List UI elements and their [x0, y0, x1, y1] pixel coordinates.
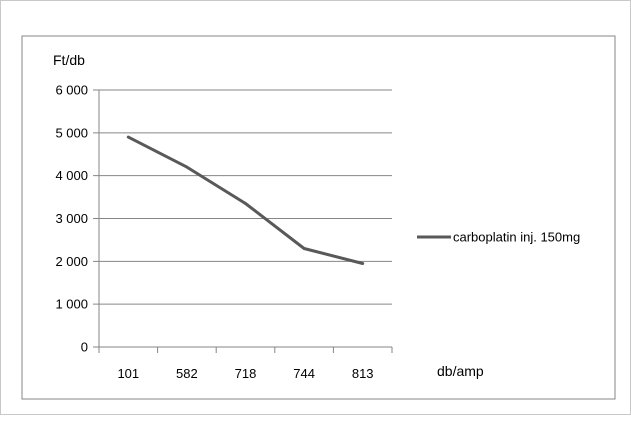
y-tick-label: 6 000	[55, 83, 88, 98]
y-tick-label: 5 000	[55, 125, 88, 140]
legend-label: carboplatin inj. 150mg	[453, 230, 580, 245]
chart-area-border	[21, 35, 616, 400]
y-tick-labels: 0 1 000 2 000 3 000 4 000 5 000 6 000	[55, 83, 88, 355]
x-tick-label: 582	[176, 366, 198, 381]
legend: carboplatin inj. 150mg	[417, 230, 580, 245]
gridlines	[93, 89, 393, 353]
series-line	[126, 135, 365, 265]
y-tick-label: 3 000	[55, 211, 88, 226]
y-tick-label: 2 000	[55, 254, 88, 269]
y-tick-label: 0	[81, 340, 88, 355]
x-tick-labels: 101 582 718 744 813	[117, 366, 373, 381]
x-axis-title: db/amp	[437, 363, 484, 379]
x-tick-label: 813	[352, 366, 374, 381]
x-tick-label: 744	[293, 366, 315, 381]
y-tick-label: 4 000	[55, 168, 88, 183]
x-tick-label: 101	[117, 366, 139, 381]
x-tick-label: 718	[235, 366, 257, 381]
y-tick-label: 1 000	[55, 297, 88, 312]
y-axis-title: Ft/db	[53, 52, 85, 68]
series-lines	[126, 135, 365, 265]
